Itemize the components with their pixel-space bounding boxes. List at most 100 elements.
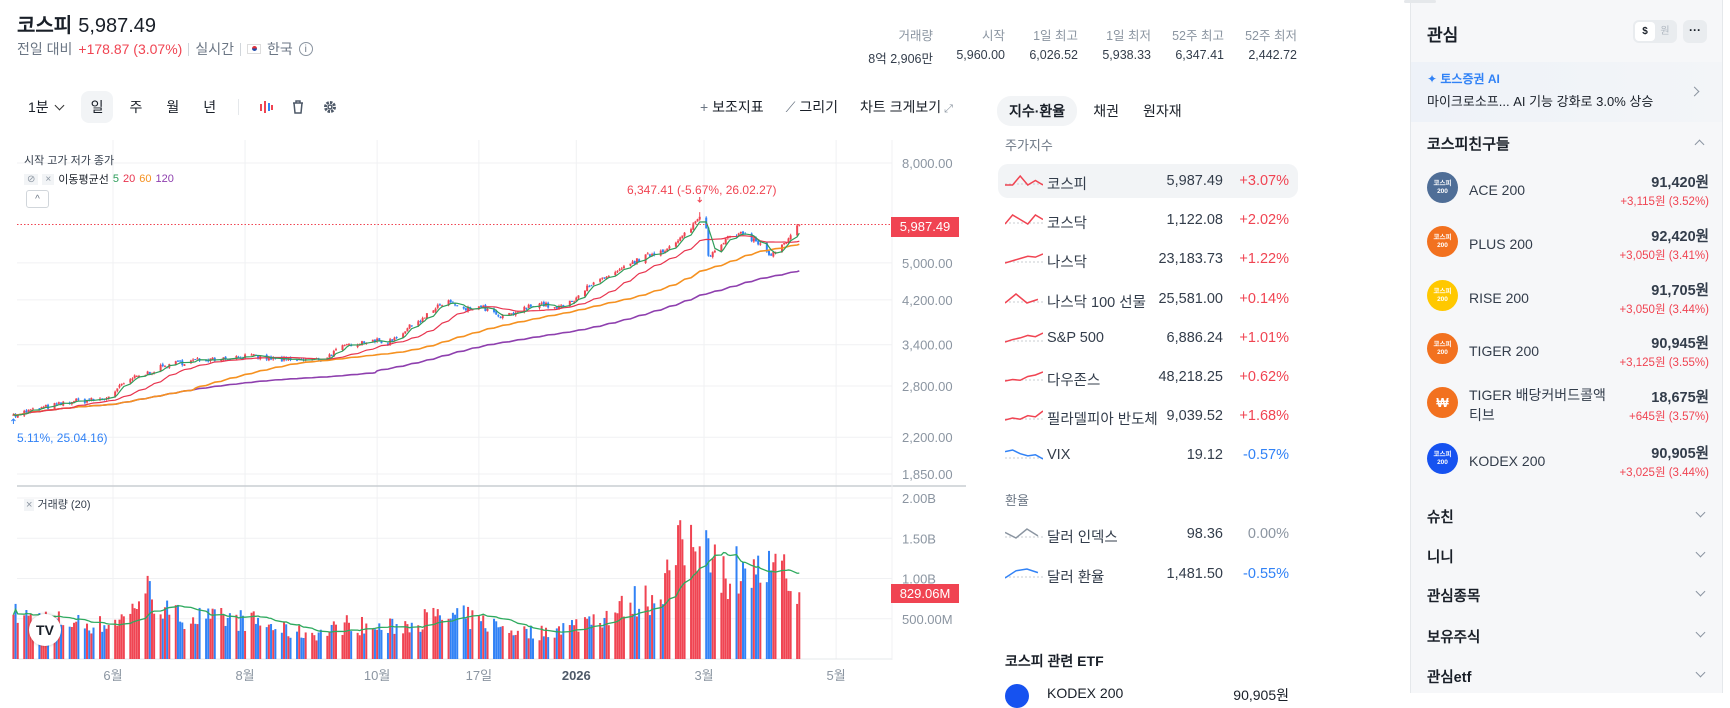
candle-body <box>583 290 586 297</box>
chevron-up-icon[interactable] <box>1694 139 1705 150</box>
period-year-tab[interactable]: 년 <box>203 99 217 115</box>
index-row[interactable]: 필라델피아 반도체 9,039.52 +1.68% <box>998 399 1298 433</box>
panel-tab-indicator <box>1404 0 1436 3</box>
ai-news-card[interactable]: ✦ 토스증권 AI 마이크로소프... AI 기능 강화로 3.0% 상승 <box>1411 62 1722 122</box>
volume-bar <box>410 622 413 659</box>
volume-bar <box>144 593 147 659</box>
volume-bar <box>207 608 210 659</box>
volume-bar <box>497 627 500 659</box>
candle-body <box>692 223 695 230</box>
price-chart[interactable]: 6월 8월 10월 17일 2026 3월 5월 8,000.00 5,000.00 4,200.… <box>0 130 975 693</box>
candle-body <box>542 301 545 307</box>
volume-bar <box>380 629 383 659</box>
candle-body <box>787 238 790 243</box>
ma5-line <box>13 221 800 417</box>
index-row[interactable]: 다우존스 48,218.25 +0.62% <box>998 360 1298 394</box>
candle-body <box>616 271 619 273</box>
candle-body <box>646 253 649 255</box>
candle-body <box>259 355 262 360</box>
gear-icon[interactable] <box>323 100 337 114</box>
remove-indicator-icon[interactable]: × <box>42 173 55 185</box>
more-options-button[interactable]: ··· <box>1683 20 1707 43</box>
watchlist-item[interactable]: 코스피 200 RISE 200 91,705원 +3,050원 (3.44%) <box>1427 276 1709 324</box>
volume-bar <box>583 617 586 659</box>
candle-body <box>250 354 253 356</box>
watchlist-item[interactable]: 코스피 200 KODEX 200 90,905원 +3,025원 (3.44%) <box>1427 439 1709 487</box>
watchlist-group[interactable]: 관심종목 <box>1427 585 1709 605</box>
watchlist-group[interactable]: 니니 <box>1427 546 1709 566</box>
stat-label: 1일 최저 <box>1106 29 1151 43</box>
volume-bar <box>332 621 335 659</box>
index-row[interactable]: S&P 500 6,886.24 +1.01% <box>998 321 1298 355</box>
currency-toggle[interactable]: $ 원 <box>1633 20 1677 43</box>
volume-bar <box>205 618 208 659</box>
tradingview-logo[interactable]: TV <box>29 614 61 646</box>
candle-body <box>386 343 389 345</box>
candle-chart-icon[interactable] <box>259 100 274 114</box>
volume-bar <box>417 625 420 659</box>
currency-krw[interactable]: 원 <box>1660 26 1670 37</box>
volume-bar <box>213 609 216 659</box>
volume-bar <box>226 617 229 659</box>
candle-body <box>194 358 197 360</box>
index-row[interactable]: 코스닥 1,122.08 +2.02% <box>998 203 1298 237</box>
etf-name: TIGER 200 <box>1469 343 1540 359</box>
watchlist-group[interactable]: 관심etf <box>1427 666 1709 686</box>
period-week-tab[interactable]: 주 <box>129 99 143 115</box>
index-row[interactable]: 나스닥 100 선물 25,581.00 +0.14% <box>998 282 1298 316</box>
volume-bar <box>735 546 738 659</box>
watchlist-item[interactable]: 코스피 200 ACE 200 91,420원 +3,115원 (3.52%) <box>1427 168 1709 216</box>
hide-eye-icon[interactable]: ⊘ <box>24 173 39 185</box>
watchlist-group[interactable]: 보유주식 <box>1427 626 1709 646</box>
collapse-legend-button[interactable]: ^ <box>26 190 49 208</box>
candle-body <box>235 355 238 360</box>
fx-row[interactable]: 달러 환율 1,481.50 -0.55% <box>998 557 1298 591</box>
fx-row[interactable]: 달러 인덱스 98.36 0.00% <box>998 517 1298 551</box>
chevron-down-icon <box>1695 507 1706 518</box>
volume-bar <box>393 633 396 659</box>
volume-bar <box>272 630 275 659</box>
candle-body <box>163 366 166 368</box>
interval-label: 1분 <box>28 99 49 115</box>
draw-button[interactable]: ⟋ 그리기 <box>786 97 838 117</box>
add-indicator-button[interactable]: + 보조지표 <box>700 97 764 117</box>
etf-preview-name[interactable]: KODEX 200 <box>1047 685 1124 701</box>
period-day-tab[interactable]: 일 <box>80 91 114 123</box>
index-row[interactable]: 코스피 5,987.49 +3.07% <box>998 164 1298 198</box>
watchlist-item[interactable]: 코스피 200 PLUS 200 92,420원 +3,050원 (3.41%) <box>1427 222 1709 270</box>
info-icon[interactable]: i <box>298 42 313 56</box>
tab-commodities[interactable]: 원자재 <box>1142 103 1182 119</box>
y-tick-label: 1,850.00 <box>902 467 953 482</box>
remove-volume-icon[interactable]: × <box>24 499 35 511</box>
volume-bar <box>664 573 667 659</box>
group-title[interactable]: 코스피친구들 <box>1427 136 1510 153</box>
candle-body <box>356 344 359 348</box>
candle-body <box>376 338 379 342</box>
interval-dropdown[interactable]: 1분 <box>22 97 73 117</box>
index-row[interactable]: VIX 19.12 -0.57% <box>998 438 1298 472</box>
watchlist-item[interactable]: 코스피 200 TIGER 200 90,945원 +3,125원 (3.55%) <box>1427 329 1709 377</box>
watchlist-group[interactable]: 슈친 <box>1427 506 1709 526</box>
group-label: 니니 <box>1427 550 1454 566</box>
volume-bar <box>742 562 745 659</box>
currency-usd[interactable]: $ <box>1635 22 1655 41</box>
watchlist-item[interactable]: ₩₩ TIGER 배당커버드콜액티브 18,675원 +645원 (3.57%) <box>1427 383 1709 431</box>
index-row[interactable]: 나스닥 23,183.73 +1.22% <box>998 242 1298 276</box>
candle-body <box>631 261 634 264</box>
etf-logo: 코스피 200 <box>1427 172 1458 203</box>
fullscreen-chart-button[interactable]: 차트 크게보기 ⤢ <box>860 97 953 117</box>
candle-body <box>404 331 407 334</box>
candle-body <box>27 409 30 412</box>
volume-bar <box>560 634 563 659</box>
stat-value: 5,938.33 <box>1102 48 1151 62</box>
high-annotation: 6,347.41 (-5.67%, 26.02.27) <box>627 183 777 197</box>
group-label: 관심종목 <box>1427 589 1481 605</box>
ma60-label: 60 <box>139 173 152 185</box>
trash-icon[interactable] <box>291 100 305 114</box>
period-month-tab[interactable]: 월 <box>166 99 180 115</box>
tab-bonds[interactable]: 채권 <box>1093 103 1119 119</box>
tab-index-fx[interactable]: 지수·환율 <box>997 96 1078 126</box>
volume-bar <box>347 622 350 659</box>
korea-flag-icon <box>246 44 261 54</box>
volume-bar <box>330 624 333 659</box>
